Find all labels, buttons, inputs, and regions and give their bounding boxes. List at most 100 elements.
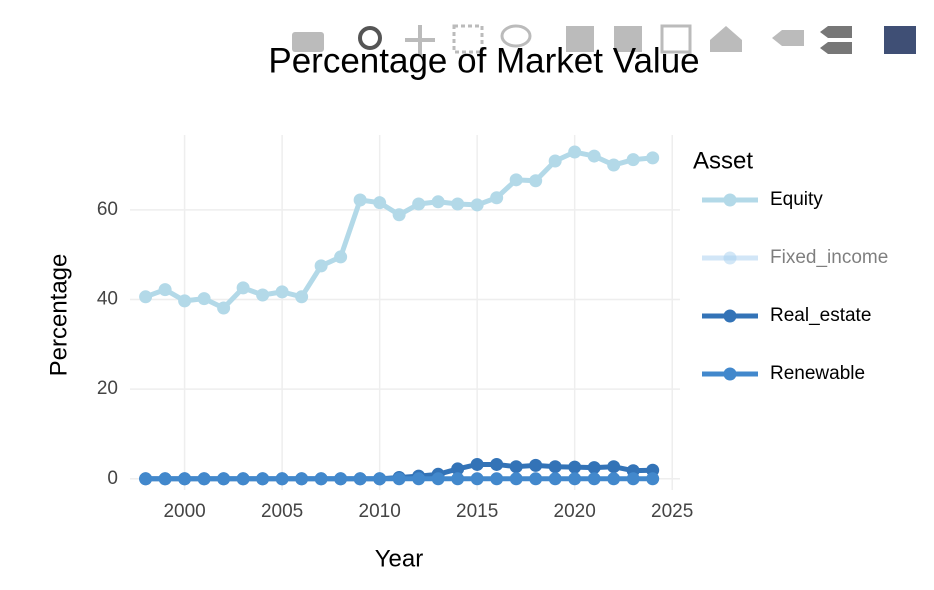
x-tick-label: 2010 (359, 501, 401, 522)
legend-label[interactable]: Fixed_income (770, 247, 888, 268)
data-point (490, 457, 504, 471)
data-point (548, 472, 562, 486)
data-point (158, 283, 172, 297)
data-point (197, 292, 211, 306)
data-point (217, 472, 231, 486)
data-point (626, 472, 640, 486)
zoom-out-icon[interactable] (614, 26, 642, 52)
x-tick-label: 2025 (651, 501, 693, 522)
data-point (217, 301, 231, 315)
data-point (490, 472, 504, 486)
lasso-icon[interactable] (500, 24, 532, 48)
legend-label[interactable]: Equity (770, 189, 823, 210)
data-point (334, 472, 348, 486)
data-point (178, 294, 192, 308)
legend-marker (723, 309, 737, 323)
chart-title: Percentage of Market Value (268, 41, 699, 80)
data-point (353, 472, 367, 486)
data-point (568, 472, 582, 486)
data-point (470, 198, 484, 212)
data-point (197, 472, 211, 486)
data-point (568, 460, 582, 474)
modebar (292, 24, 916, 55)
data-point (158, 472, 172, 486)
data-point (334, 250, 348, 264)
data-point (548, 154, 562, 168)
camera-icon[interactable] (292, 32, 324, 52)
legend-title: Asset (693, 147, 753, 174)
data-point (139, 290, 153, 304)
data-point (626, 153, 640, 167)
data-point (373, 196, 387, 210)
home-icon[interactable] (710, 26, 742, 52)
data-point (587, 461, 601, 475)
series-line (144, 149, 653, 311)
x-tick-label: 2000 (163, 501, 205, 522)
x-axis-title: Year (375, 545, 424, 572)
data-point (548, 460, 562, 474)
data-point (470, 472, 484, 486)
data-point (412, 197, 426, 211)
x-tick-label: 2015 (456, 501, 498, 522)
legend-marker (723, 251, 737, 265)
data-point (392, 472, 406, 486)
data-point (236, 281, 250, 295)
legend-label[interactable]: Renewable (770, 363, 865, 384)
data-point (646, 472, 660, 486)
data-point (431, 472, 445, 486)
data-point (314, 259, 328, 273)
hover-icon[interactable] (820, 26, 852, 54)
spike-icon[interactable] (772, 30, 804, 46)
data-point (529, 174, 543, 188)
x-tick-label: 2005 (261, 501, 303, 522)
data-point (373, 472, 387, 486)
y-axis-title: Percentage (45, 254, 72, 377)
data-point (509, 173, 523, 187)
data-point (529, 472, 543, 486)
data-point (295, 290, 309, 304)
data-point (412, 472, 426, 486)
pan-icon[interactable] (405, 25, 435, 55)
data-point (275, 472, 289, 486)
data-point (353, 193, 367, 207)
y-tick-label: 60 (97, 199, 118, 220)
data-point (607, 158, 621, 172)
data-point (275, 285, 289, 299)
legend-marker (723, 367, 737, 381)
data-point (236, 472, 250, 486)
data-point (314, 472, 328, 486)
data-point (139, 472, 153, 486)
data-point (509, 460, 523, 474)
legend-label[interactable]: Real_estate (770, 305, 871, 326)
data-point (295, 472, 309, 486)
data-point (451, 472, 465, 486)
data-point (607, 472, 621, 486)
data-point (451, 197, 465, 211)
data-point (509, 472, 523, 486)
box-select-icon[interactable] (452, 24, 484, 54)
data-point (568, 145, 582, 159)
data-point (490, 191, 504, 205)
data-point (646, 151, 660, 165)
zoom-icon[interactable] (358, 26, 382, 50)
y-tick-label: 20 (97, 378, 118, 399)
data-point (256, 288, 270, 302)
y-tick-label: 0 (107, 468, 118, 489)
legend-marker (723, 193, 737, 207)
zoom-in-icon[interactable] (566, 26, 594, 52)
data-point (256, 472, 270, 486)
x-tick-label: 2020 (554, 501, 596, 522)
plotly-logo[interactable] (884, 26, 916, 54)
data-point (587, 149, 601, 163)
data-point (529, 458, 543, 472)
data-point (587, 472, 601, 486)
data-point (607, 460, 621, 474)
data-point (470, 457, 484, 471)
data-point (431, 195, 445, 209)
data-point (451, 462, 465, 476)
autoscale-icon[interactable] (660, 24, 692, 54)
y-tick-label: 40 (97, 289, 118, 310)
data-point (392, 208, 406, 222)
data-point (178, 472, 192, 486)
